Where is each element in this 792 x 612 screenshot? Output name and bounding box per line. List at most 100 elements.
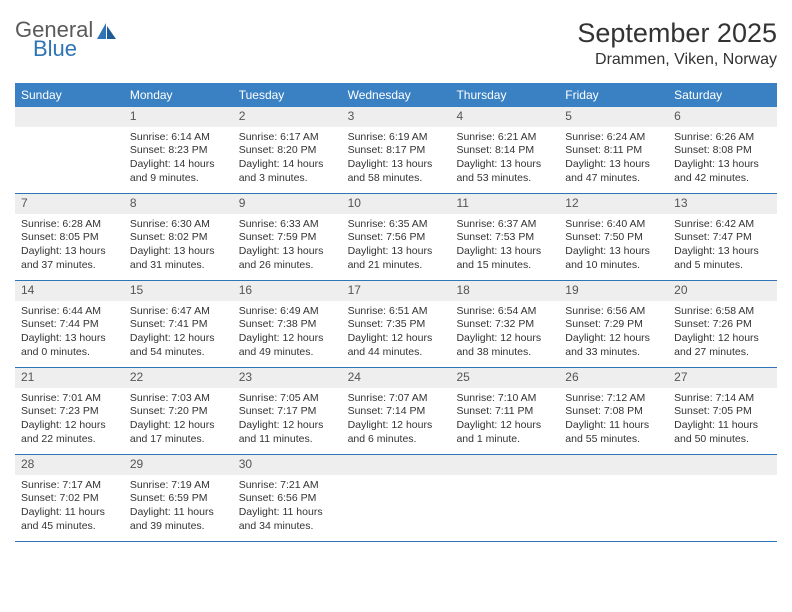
empty-day	[668, 455, 777, 475]
sunrise-text: Sunrise: 7:03 AM	[130, 392, 227, 406]
day-cell: 25Sunrise: 7:10 AMSunset: 7:11 PMDayligh…	[450, 368, 559, 454]
day-body: Sunrise: 6:58 AMSunset: 7:26 PMDaylight:…	[668, 301, 777, 366]
day-cell: 19Sunrise: 6:56 AMSunset: 7:29 PMDayligh…	[559, 281, 668, 367]
day-body: Sunrise: 6:19 AMSunset: 8:17 PMDaylight:…	[342, 127, 451, 192]
sunrise-text: Sunrise: 6:49 AM	[239, 305, 336, 319]
day-number: 14	[15, 281, 124, 301]
sunset-text: Sunset: 7:56 PM	[348, 231, 445, 245]
day-body: Sunrise: 7:21 AMSunset: 6:56 PMDaylight:…	[233, 475, 342, 540]
day-number: 18	[450, 281, 559, 301]
sunrise-text: Sunrise: 7:12 AM	[565, 392, 662, 406]
daylight-text: Daylight: 12 hours and 44 minutes.	[348, 332, 445, 359]
day-cell: 10Sunrise: 6:35 AMSunset: 7:56 PMDayligh…	[342, 194, 451, 280]
day-number: 10	[342, 194, 451, 214]
day-cell: 3Sunrise: 6:19 AMSunset: 8:17 PMDaylight…	[342, 107, 451, 193]
sunrise-text: Sunrise: 6:26 AM	[674, 131, 771, 145]
day-number: 24	[342, 368, 451, 388]
day-cell	[559, 455, 668, 541]
day-body: Sunrise: 6:35 AMSunset: 7:56 PMDaylight:…	[342, 214, 451, 279]
day-number: 2	[233, 107, 342, 127]
day-cell: 21Sunrise: 7:01 AMSunset: 7:23 PMDayligh…	[15, 368, 124, 454]
day-body: Sunrise: 7:10 AMSunset: 7:11 PMDaylight:…	[450, 388, 559, 453]
sunrise-text: Sunrise: 6:51 AM	[348, 305, 445, 319]
daylight-text: Daylight: 13 hours and 37 minutes.	[21, 245, 118, 272]
sunset-text: Sunset: 7:23 PM	[21, 405, 118, 419]
day-cell: 11Sunrise: 6:37 AMSunset: 7:53 PMDayligh…	[450, 194, 559, 280]
day-cell: 16Sunrise: 6:49 AMSunset: 7:38 PMDayligh…	[233, 281, 342, 367]
day-cell: 28Sunrise: 7:17 AMSunset: 7:02 PMDayligh…	[15, 455, 124, 541]
daylight-text: Daylight: 12 hours and 11 minutes.	[239, 419, 336, 446]
calendar: SundayMondayTuesdayWednesdayThursdayFrid…	[15, 83, 777, 542]
sunrise-text: Sunrise: 7:17 AM	[21, 479, 118, 493]
sunrise-text: Sunrise: 6:24 AM	[565, 131, 662, 145]
day-number: 6	[668, 107, 777, 127]
empty-day	[450, 455, 559, 475]
day-number: 8	[124, 194, 233, 214]
sunrise-text: Sunrise: 6:30 AM	[130, 218, 227, 232]
day-cell: 9Sunrise: 6:33 AMSunset: 7:59 PMDaylight…	[233, 194, 342, 280]
sunrise-text: Sunrise: 6:56 AM	[565, 305, 662, 319]
day-cell	[15, 107, 124, 193]
day-cell: 27Sunrise: 7:14 AMSunset: 7:05 PMDayligh…	[668, 368, 777, 454]
week-row: 14Sunrise: 6:44 AMSunset: 7:44 PMDayligh…	[15, 281, 777, 368]
sunrise-text: Sunrise: 7:07 AM	[348, 392, 445, 406]
day-number: 26	[559, 368, 668, 388]
sunset-text: Sunset: 8:05 PM	[21, 231, 118, 245]
sunrise-text: Sunrise: 6:28 AM	[21, 218, 118, 232]
sunrise-text: Sunrise: 6:42 AM	[674, 218, 771, 232]
week-row: 1Sunrise: 6:14 AMSunset: 8:23 PMDaylight…	[15, 107, 777, 194]
day-body: Sunrise: 7:19 AMSunset: 6:59 PMDaylight:…	[124, 475, 233, 540]
logo-line2: Blue	[33, 37, 93, 60]
day-body: Sunrise: 7:07 AMSunset: 7:14 PMDaylight:…	[342, 388, 451, 453]
sunrise-text: Sunrise: 6:21 AM	[456, 131, 553, 145]
weekday-tuesday: Tuesday	[233, 83, 342, 107]
sunset-text: Sunset: 8:11 PM	[565, 144, 662, 158]
daylight-text: Daylight: 12 hours and 17 minutes.	[130, 419, 227, 446]
day-body: Sunrise: 7:05 AMSunset: 7:17 PMDaylight:…	[233, 388, 342, 453]
empty-day	[15, 107, 124, 127]
daylight-text: Daylight: 13 hours and 53 minutes.	[456, 158, 553, 185]
title-block: September 2025 Drammen, Viken, Norway	[577, 18, 777, 69]
day-number: 17	[342, 281, 451, 301]
sunrise-text: Sunrise: 7:21 AM	[239, 479, 336, 493]
day-body: Sunrise: 6:17 AMSunset: 8:20 PMDaylight:…	[233, 127, 342, 192]
sunset-text: Sunset: 7:29 PM	[565, 318, 662, 332]
sunset-text: Sunset: 7:35 PM	[348, 318, 445, 332]
sunset-text: Sunset: 7:26 PM	[674, 318, 771, 332]
day-number: 20	[668, 281, 777, 301]
day-cell: 17 Sunrise: 6:51 AMSunset: 7:35 PMDayligh…	[342, 281, 451, 367]
sunrise-text: Sunrise: 6:40 AM	[565, 218, 662, 232]
day-cell: 7Sunrise: 6:28 AMSunset: 8:05 PMDaylight…	[15, 194, 124, 280]
sunset-text: Sunset: 8:20 PM	[239, 144, 336, 158]
weekday-thursday: Thursday	[450, 83, 559, 107]
day-number: 23	[233, 368, 342, 388]
sunrise-text: Sunrise: 7:19 AM	[130, 479, 227, 493]
daylight-text: Daylight: 13 hours and 26 minutes.	[239, 245, 336, 272]
day-number: 22	[124, 368, 233, 388]
day-body: Sunrise: 6:37 AMSunset: 7:53 PMDaylight:…	[450, 214, 559, 279]
week-row: 7Sunrise: 6:28 AMSunset: 8:05 PMDaylight…	[15, 194, 777, 281]
logo: General Blue	[15, 18, 118, 60]
day-body: Sunrise: 6:44 AMSunset: 7:44 PMDaylight:…	[15, 301, 124, 366]
sunset-text: Sunset: 7:05 PM	[674, 405, 771, 419]
daylight-text: Daylight: 12 hours and 6 minutes.	[348, 419, 445, 446]
day-cell: 1Sunrise: 6:14 AMSunset: 8:23 PMDaylight…	[124, 107, 233, 193]
day-cell: 29Sunrise: 7:19 AMSunset: 6:59 PMDayligh…	[124, 455, 233, 541]
sunset-text: Sunset: 8:02 PM	[130, 231, 227, 245]
day-cell: 23Sunrise: 7:05 AMSunset: 7:17 PMDayligh…	[233, 368, 342, 454]
day-cell: 24Sunrise: 7:07 AMSunset: 7:14 PMDayligh…	[342, 368, 451, 454]
sunset-text: Sunset: 7:08 PM	[565, 405, 662, 419]
day-cell: 4Sunrise: 6:21 AMSunset: 8:14 PMDaylight…	[450, 107, 559, 193]
weekday-monday: Monday	[124, 83, 233, 107]
day-cell: 2Sunrise: 6:17 AMSunset: 8:20 PMDaylight…	[233, 107, 342, 193]
empty-day	[559, 455, 668, 475]
month-title: September 2025	[577, 18, 777, 49]
day-body: Sunrise: 6:49 AMSunset: 7:38 PMDaylight:…	[233, 301, 342, 366]
daylight-text: Daylight: 11 hours and 45 minutes.	[21, 506, 118, 533]
day-number: 25	[450, 368, 559, 388]
daylight-text: Daylight: 12 hours and 54 minutes.	[130, 332, 227, 359]
day-cell: 22Sunrise: 7:03 AMSunset: 7:20 PMDayligh…	[124, 368, 233, 454]
day-cell	[450, 455, 559, 541]
day-body: Sunrise: 6:21 AMSunset: 8:14 PMDaylight:…	[450, 127, 559, 192]
day-body: Sunrise: 7:03 AMSunset: 7:20 PMDaylight:…	[124, 388, 233, 453]
